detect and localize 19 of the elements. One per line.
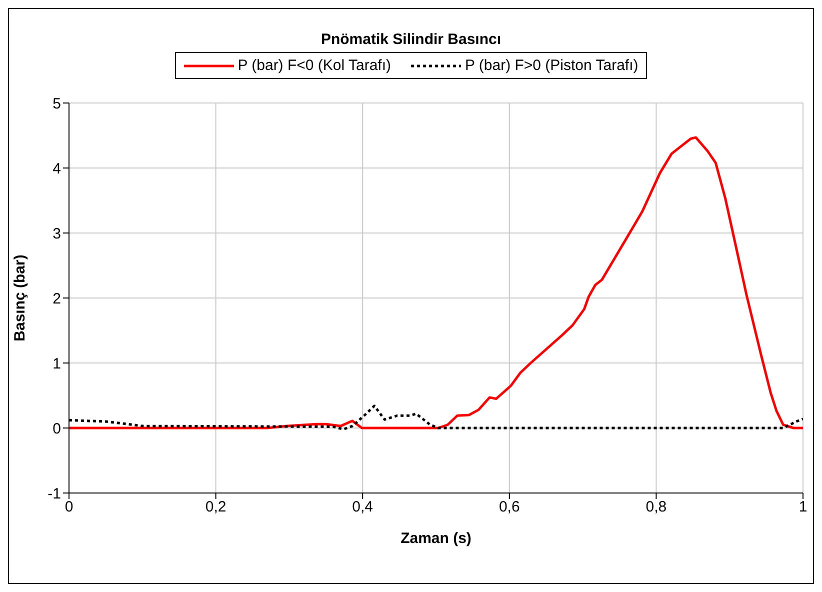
y-tick-label: -1: [48, 485, 61, 502]
y-tick-label: 4: [52, 160, 61, 178]
x-tick-label: 0,6: [498, 498, 520, 516]
x-tick-label: 0: [64, 498, 74, 516]
x-tick-label: 0,4: [352, 498, 374, 516]
x-tick-label: 0,2: [205, 498, 226, 516]
x-axis-title: Zaman (s): [400, 530, 472, 547]
y-tick-label: 1: [52, 355, 61, 372]
y-tick-label: 5: [52, 95, 61, 112]
y-tick-label: 0: [52, 420, 61, 438]
x-tick-label: 0,8: [646, 498, 667, 516]
line-series: [69, 136, 803, 430]
legend-label: P (bar) F>0 (Piston Tarafı): [465, 57, 638, 74]
y-tick-label: 3: [52, 225, 61, 242]
chart-title: Pnömatik Silindir Basıncı: [320, 30, 502, 48]
legend-label: P (bar) F<0 (Kol Tarafı): [238, 57, 391, 74]
y-tick-label: 2: [52, 290, 61, 308]
x-tick-label: 1: [798, 498, 808, 516]
y-axis-title: Basınç (bar): [11, 254, 28, 342]
